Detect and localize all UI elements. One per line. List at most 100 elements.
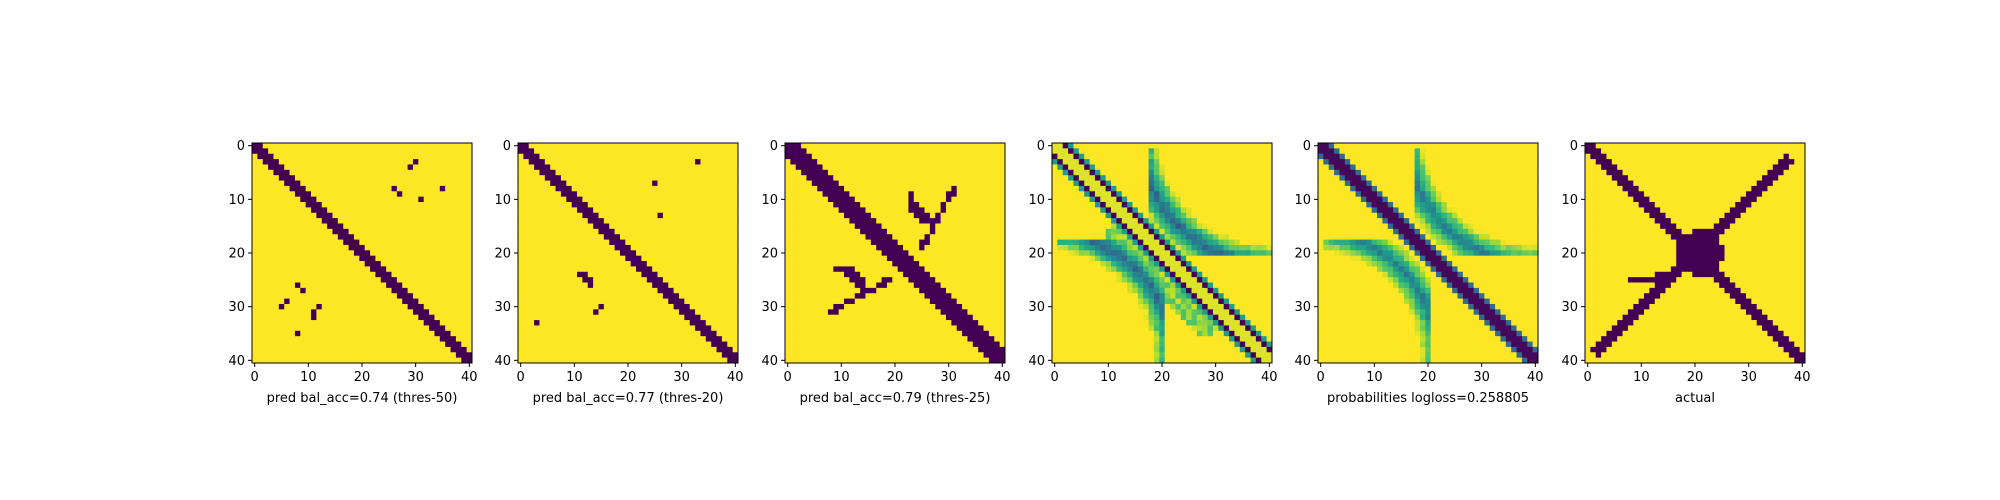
heatmap-cell [289, 228, 296, 235]
heatmap-cell [630, 309, 637, 316]
heatmap-cell [528, 244, 535, 251]
heatmap-cell [962, 261, 968, 267]
heatmap-cell [695, 255, 701, 262]
heatmap-cell [652, 164, 658, 171]
heatmap-cell [860, 271, 866, 278]
heatmap-cell [402, 164, 408, 171]
heatmap-cell [795, 207, 802, 214]
heatmap-cell [555, 218, 562, 224]
heatmap-cell [940, 293, 947, 299]
heatmap-cell [391, 303, 398, 310]
heatmap-cell [924, 330, 931, 337]
heatmap-cell [370, 234, 376, 240]
heatmap-cell [380, 202, 387, 208]
heatmap-cell [967, 320, 974, 326]
heatmap-cell [327, 153, 333, 160]
heatmap-cell [587, 341, 594, 348]
heatmap-cell [822, 223, 829, 230]
heatmap-cell [523, 148, 530, 155]
heatmap-cell [983, 223, 990, 230]
heatmap-cell [801, 191, 807, 198]
heatmap-cell [598, 202, 605, 208]
heatmap-cell [727, 185, 733, 192]
heatmap-cell [967, 336, 974, 342]
heatmap-cell [727, 298, 733, 305]
heatmap-cell [418, 293, 425, 299]
heatmap-cell [284, 148, 290, 155]
heatmap-cell [983, 314, 990, 321]
heatmap-cell [913, 218, 920, 224]
heatmap-cell [844, 309, 850, 316]
heatmap-cell [407, 255, 414, 262]
heatmap-cell [646, 196, 653, 203]
heatmap-cell [897, 143, 904, 149]
heatmap-cell [785, 261, 791, 267]
heatmap-cell [673, 202, 680, 208]
heatmap-cell [903, 314, 909, 321]
heatmap-cell [364, 244, 371, 251]
heatmap-cell [380, 314, 387, 321]
heatmap-cell [935, 261, 941, 267]
heatmap-cell [795, 282, 802, 289]
heatmap-cell [657, 223, 664, 230]
heatmap-cell [257, 250, 264, 257]
heatmap-cell [860, 148, 866, 155]
heatmap-cell [539, 255, 546, 262]
heatmap-cell [721, 336, 728, 342]
heatmap-cell [289, 250, 296, 257]
heatmap-cell [391, 330, 398, 337]
heatmap-cell [262, 223, 269, 230]
heatmap-cell [732, 164, 739, 171]
heatmap-cell [827, 282, 834, 289]
heatmap-cell [727, 293, 733, 299]
heatmap-cell [865, 341, 872, 348]
heatmap-cell [577, 153, 583, 160]
heatmap-cell [978, 320, 984, 326]
heatmap-cell [327, 266, 333, 273]
heatmap-cell [673, 336, 680, 342]
heatmap-cell [359, 277, 366, 283]
heatmap-cell [951, 244, 958, 251]
heatmap-cell [348, 287, 355, 294]
heatmap-cell [587, 244, 594, 251]
heatmap-cell [534, 239, 540, 246]
heatmap-cell [716, 314, 723, 321]
heatmap-cell [619, 223, 626, 230]
heatmap-cell [646, 298, 653, 305]
heatmap-cell [523, 309, 530, 316]
heatmap-cell [962, 153, 968, 160]
heatmap-cell [844, 330, 850, 337]
heatmap-cell [641, 325, 648, 332]
heatmap-cell [609, 239, 615, 246]
heatmap-cell [994, 143, 1000, 149]
heatmap-cell [359, 196, 366, 203]
heatmap-cell [380, 303, 387, 310]
heatmap-cell [652, 314, 658, 321]
heatmap-cell [951, 180, 958, 187]
heatmap-cell [619, 244, 626, 251]
heatmap-cell [827, 223, 834, 230]
heatmap-cell [935, 212, 941, 219]
heatmap-cell [716, 180, 723, 187]
heatmap-cell [560, 320, 567, 326]
heatmap-cell [257, 271, 264, 278]
heatmap-cell [278, 261, 285, 267]
heatmap-cell [929, 143, 936, 149]
heatmap-cell [321, 239, 328, 246]
heatmap-cell [790, 266, 797, 273]
heatmap-cell [716, 164, 723, 171]
heatmap-cell [844, 287, 850, 294]
heatmap-cell [700, 325, 707, 332]
heatmap-cell [892, 309, 899, 316]
heatmap-cell [311, 346, 317, 353]
heatmap-cell [523, 212, 530, 219]
heatmap-cell [284, 298, 290, 305]
heatmap-cell [273, 298, 280, 305]
heatmap-cell [849, 341, 856, 348]
heatmap-cell [662, 244, 669, 251]
heatmap-cell [418, 325, 425, 332]
heatmap-cell [695, 266, 701, 273]
heatmap-cell [983, 212, 990, 219]
heatmap-cell [450, 175, 457, 181]
heatmap-cell [811, 303, 818, 310]
